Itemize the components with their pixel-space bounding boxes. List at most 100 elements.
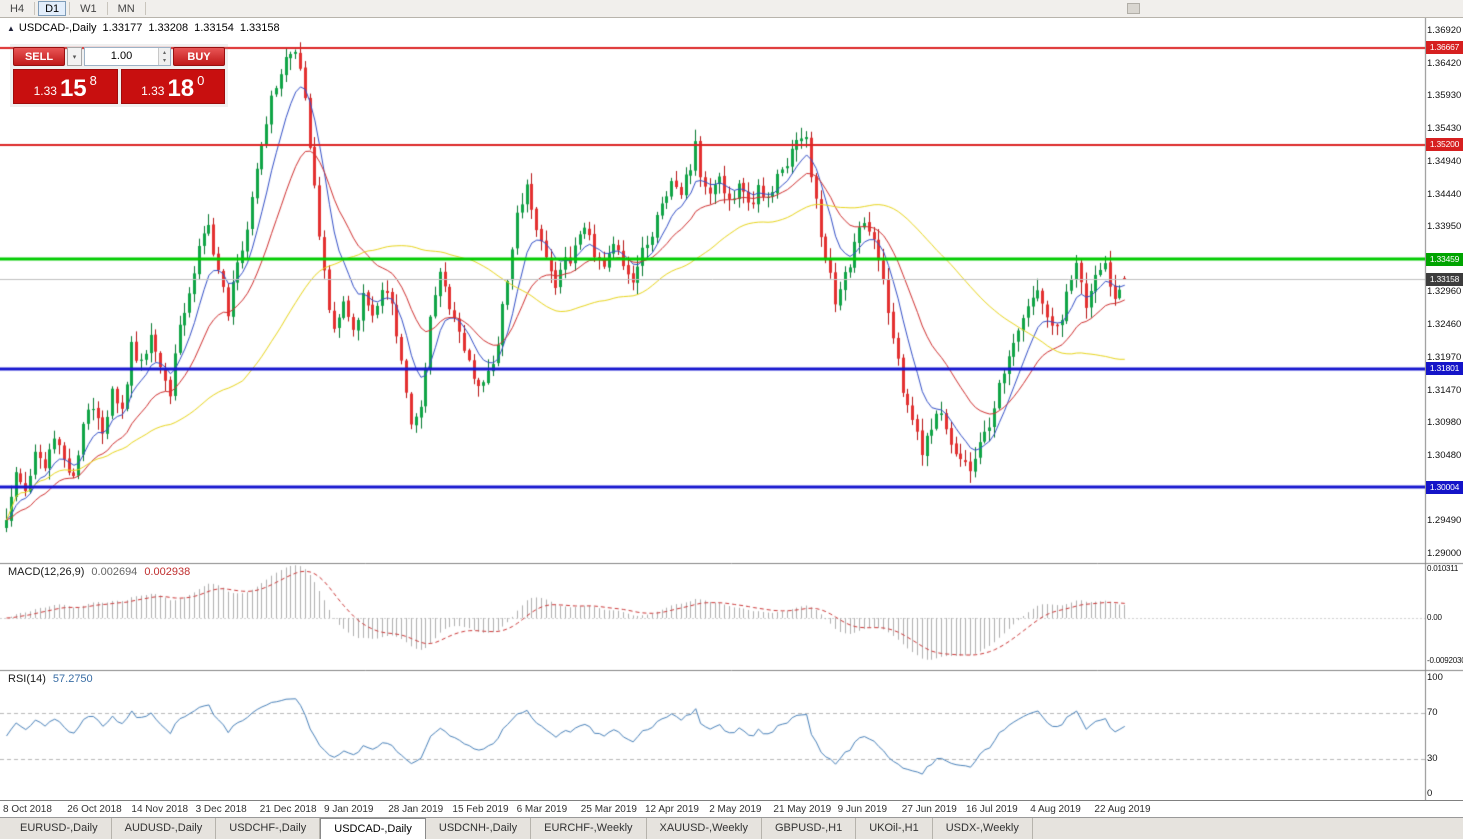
buy-button[interactable]: BUY: [173, 47, 225, 66]
price-axis-label: 1.33950: [1427, 221, 1462, 233]
date-axis-label: 4 Aug 2019: [1030, 804, 1081, 815]
date-axis[interactable]: 8 Oct 2018 26 Oct 2018 14 Nov 2018 3 Dec 20…: [0, 800, 1463, 817]
date-axis-label: 9 Jan 2019: [324, 804, 374, 815]
buy-price-display[interactable]: 1.33 18 0: [120, 69, 225, 104]
sell-button[interactable]: SELL: [13, 47, 65, 66]
chart-tab-eurusd-daily[interactable]: EURUSD-,Daily: [7, 818, 112, 839]
date-axis-label: 12 Apr 2019: [645, 804, 699, 815]
toolbar-separator: [69, 2, 71, 15]
buy-price-prefix: 1.33: [141, 84, 165, 98]
price-axis-label: 1.36920: [1427, 25, 1462, 36]
sell-price-pips: 15: [59, 75, 87, 102]
date-axis-label: 25 Mar 2019: [580, 804, 637, 815]
chart-tab-usdx-weekly[interactable]: USDX-,Weekly: [933, 818, 1033, 839]
rsi-axis-label: 30: [1427, 753, 1438, 765]
price-axis-label: 1.29000: [1427, 547, 1462, 559]
volume-value: 1.00: [110, 50, 133, 62]
price-axis-label: 1.35430: [1427, 123, 1462, 135]
chart-tab-usdchf-daily[interactable]: USDCHF-,Daily: [216, 818, 321, 839]
date-axis-label: 22 Aug 2019: [1094, 804, 1151, 815]
price-chart-canvas[interactable]: [0, 18, 1463, 800]
ohlc-high: 1.33208: [148, 22, 189, 34]
toolbar-separator: [144, 2, 146, 15]
rsi-axis-label: 70: [1427, 706, 1438, 718]
rsi-axis-label: 0: [1427, 788, 1433, 799]
sell-price-prefix: 1.33: [33, 84, 57, 98]
chart-tab-usdcad-daily[interactable]: USDCAD-,Daily: [320, 818, 426, 839]
rsi-axis-label: 100: [1427, 672, 1443, 683]
macd-indicator-label: MACD(12,26,9) 0.002694 0.002938: [8, 566, 190, 578]
macd-axis-label: 0.010311: [1427, 564, 1459, 574]
volume-increase-button[interactable]: ▴: [159, 48, 170, 57]
volume-decrease-button[interactable]: ▾: [159, 56, 170, 65]
chart-tab-eurchf-weekly[interactable]: EURCHF-,Weekly: [531, 818, 647, 839]
volume-input[interactable]: 1.00 ▴ ▾: [84, 47, 171, 66]
price-axis-label: 1.31970: [1427, 351, 1462, 363]
buy-price-pips: 18: [167, 75, 195, 102]
rsi-name: RSI(14): [8, 673, 46, 685]
chart-tab-xauusd-weekly[interactable]: XAUUSD-,Weekly: [647, 818, 762, 839]
date-axis-label: 6 Mar 2019: [516, 804, 568, 815]
price-axis-label: 1.32960: [1427, 286, 1462, 298]
rsi-value: 57.2750: [52, 673, 93, 685]
date-axis-label: 14 Nov 2018: [131, 804, 189, 815]
timeframe-button-h4[interactable]: H4: [10, 3, 25, 15]
date-axis-label: 15 Feb 2019: [452, 804, 509, 815]
date-axis-label: 27 Jun 2019: [901, 804, 957, 815]
price-line-tag: 1.31801: [1426, 362, 1463, 375]
price-axis-label: 1.29490: [1427, 515, 1462, 527]
chart-symbol-label: USDCAD-,Daily: [18, 22, 97, 34]
price-line-tag: 1.35200: [1426, 138, 1463, 151]
date-axis-label: 3 Dec 2018: [195, 804, 247, 815]
macd-axis-label: -0.0092030: [1427, 656, 1463, 666]
date-axis-label: 16 Jul 2019: [966, 804, 1018, 815]
sell-price-point: 8: [89, 73, 97, 88]
timeframe-button-w1[interactable]: W1: [80, 3, 97, 15]
price-axis-label: 1.35930: [1427, 90, 1462, 102]
timeframe-button-d1[interactable]: D1: [38, 1, 67, 16]
chart-tab-ukoil-h1[interactable]: UKOil-,H1: [856, 818, 933, 839]
price-axis-label: 1.34940: [1427, 155, 1462, 167]
rsi-indicator-label: RSI(14) 57.2750: [8, 673, 93, 685]
price-line-tag: 1.33459: [1426, 253, 1463, 266]
chart-tab-audusd-daily[interactable]: AUDUSD-,Daily: [112, 818, 217, 839]
sell-price-display[interactable]: 1.33 15 8: [13, 69, 118, 104]
date-axis-label: 9 Jun 2019: [837, 804, 888, 815]
date-axis-label: 26 Oct 2018: [67, 804, 122, 815]
toolbar-separator: [34, 2, 36, 15]
volume-spinner: ▴ ▾: [158, 48, 170, 65]
price-axis-label: 1.34440: [1427, 188, 1462, 200]
timeframe-button-mn[interactable]: MN: [117, 3, 135, 15]
macd-axis-label: 0.00: [1427, 613, 1442, 622]
price-axis-label: 1.30980: [1427, 417, 1462, 429]
chart-tab-gbpusd-h1[interactable]: GBPUSD-,H1: [762, 818, 857, 839]
price-axis-label: 1.36420: [1427, 58, 1462, 69]
macd-value: 0.002694: [91, 566, 138, 578]
ohlc-close: 1.33158: [239, 22, 280, 34]
ohlc-low: 1.33154: [194, 22, 234, 34]
price-line-tag: 1.30004: [1426, 481, 1463, 494]
one-click-trading-panel: SELL ▾ 1.00 ▴ ▾ BUY 1.33 15 8 1.33 18 0: [10, 44, 228, 107]
symbol-direction-icon: ▲: [7, 23, 15, 33]
chart-tab-usdcnh-daily[interactable]: USDCNH-,Daily: [426, 818, 532, 839]
price-axis-label: 1.31470: [1427, 384, 1462, 396]
chart-tabs-bar: EURUSD-,Daily AUDUSD-,Daily USDCHF-,Daily U…: [0, 817, 1463, 839]
price-axis-label: 1.30480: [1427, 450, 1462, 462]
buy-price-point: 0: [197, 73, 205, 88]
ohlc-open: 1.33177: [102, 22, 143, 34]
date-axis-label: 28 Jan 2019: [388, 804, 444, 815]
chart-header: ▲ USDCAD-,Daily 1.33177 1.33208 1.33154 …: [7, 22, 286, 34]
date-axis-label: 21 Dec 2018: [259, 804, 317, 815]
price-axis-label: 1.32460: [1427, 319, 1462, 331]
toolbar-separator: [106, 2, 108, 15]
macd-name: MACD(12,26,9): [8, 566, 85, 578]
price-line-tag: 1.36667: [1426, 41, 1463, 54]
toolbar-grip: [1127, 3, 1140, 14]
price-line-tag: 1.33158: [1426, 273, 1463, 286]
date-axis-label: 2 May 2019: [709, 804, 762, 815]
macd-signal-value: 0.002938: [144, 566, 191, 578]
date-axis-label: 8 Oct 2018: [3, 804, 52, 815]
volume-dropdown-button[interactable]: ▾: [67, 47, 82, 66]
date-axis-label: 21 May 2019: [773, 804, 832, 815]
